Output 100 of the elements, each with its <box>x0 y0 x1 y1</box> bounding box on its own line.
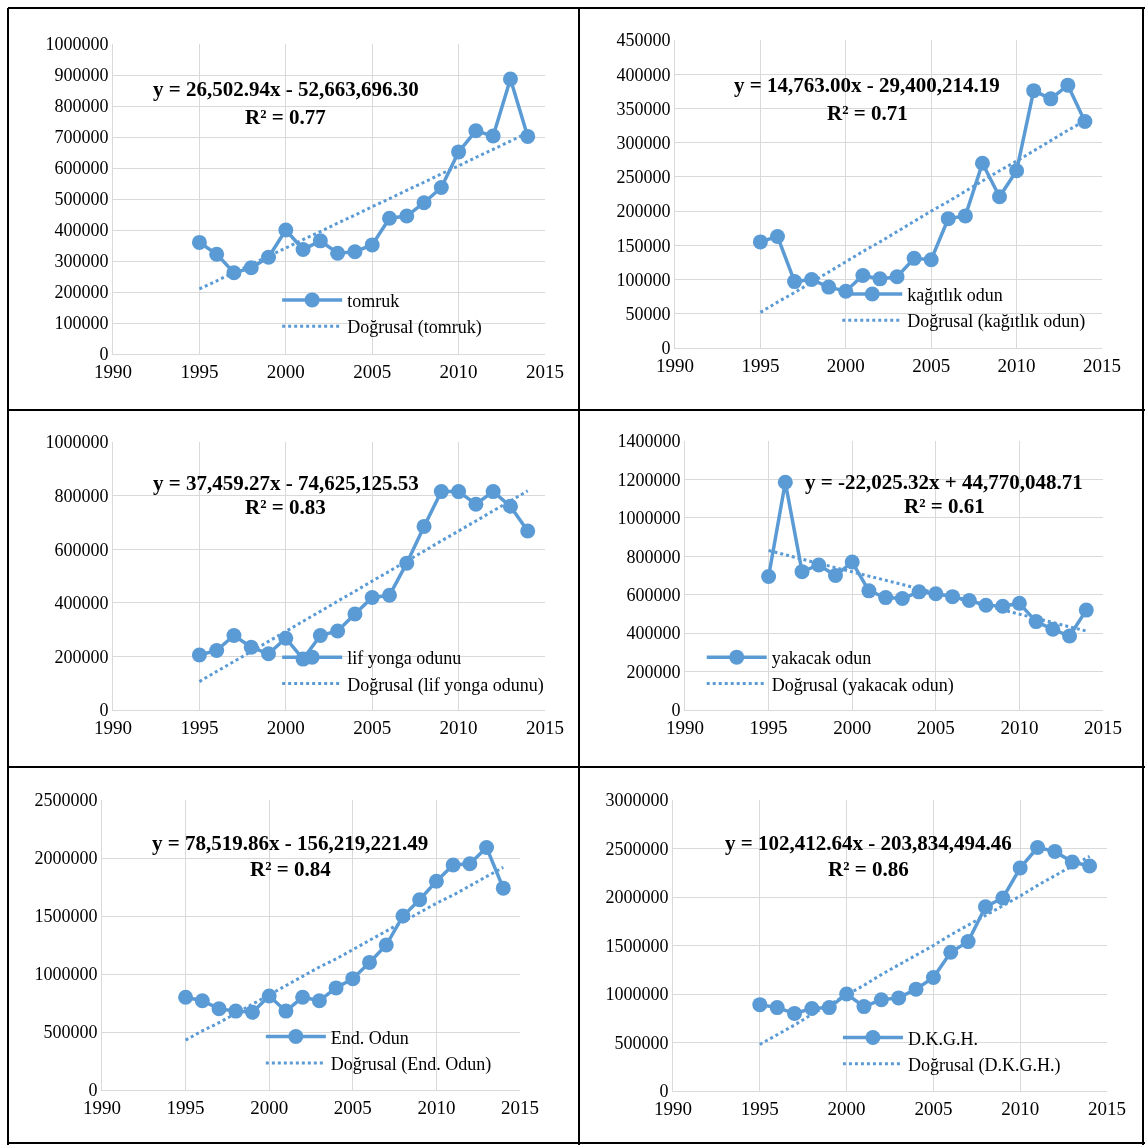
point <box>1009 163 1025 179</box>
x-tick-label: 1995 <box>180 360 219 382</box>
x-tick-label: 2010 <box>417 1096 456 1118</box>
x-tick-label: 2010 <box>1000 716 1039 738</box>
point <box>960 934 976 950</box>
point <box>502 71 518 87</box>
point <box>873 992 889 1008</box>
y-tick-label: 400000 <box>54 593 109 614</box>
point <box>787 1005 803 1021</box>
point <box>347 606 363 622</box>
y-tick-label: 1200000 <box>617 469 681 490</box>
x-tick-label: 2015 <box>526 360 564 382</box>
legend-label: kağıtlık odun <box>907 284 1003 305</box>
point <box>295 242 311 258</box>
x-tick-label: 2000 <box>266 716 305 738</box>
point <box>362 954 378 970</box>
point <box>191 234 207 250</box>
point <box>1026 83 1042 99</box>
y-tick-label: 600000 <box>54 158 109 179</box>
annotation: R² = 0.77 <box>245 105 326 129</box>
legend-label: yakacak odun <box>771 648 872 669</box>
point <box>462 856 478 872</box>
x-tick-label: 2000 <box>250 1096 289 1118</box>
annotation: R² = 0.86 <box>828 857 909 881</box>
point <box>178 989 194 1005</box>
y-tick-label: 500000 <box>614 1032 669 1053</box>
point <box>995 890 1011 906</box>
point <box>312 233 328 249</box>
y-tick-label: 2000000 <box>34 848 98 869</box>
point <box>451 484 467 500</box>
point <box>495 880 511 896</box>
y-tick-label: 1000000 <box>45 34 109 55</box>
y-tick-label: 1000000 <box>45 432 109 453</box>
point <box>345 971 361 987</box>
point <box>1045 621 1061 637</box>
point <box>1082 858 1098 874</box>
point <box>906 250 922 266</box>
point <box>1077 113 1093 129</box>
x-tick-label: 2000 <box>266 360 305 382</box>
x-tick-label: 2005 <box>912 354 951 376</box>
point <box>957 208 973 224</box>
x-tick-label: 2015 <box>1088 1097 1126 1119</box>
y-tick-label: 200000 <box>54 646 109 667</box>
y-tick-label: 2000000 <box>605 887 669 908</box>
legend-label: Doğrusal (kağıtlık odun) <box>907 311 1086 333</box>
x-tick-label: 2005 <box>916 716 955 738</box>
annotation: y = -22,025.32x + 44,770,048.71 <box>805 470 1083 494</box>
point <box>1011 595 1027 611</box>
point <box>295 989 311 1005</box>
point <box>191 647 207 663</box>
y-tick-label: 450000 <box>616 30 671 51</box>
y-tick-label: 500000 <box>54 189 109 210</box>
x-tick-label: 2000 <box>827 1097 866 1119</box>
point <box>381 210 397 226</box>
x-tick-label: 2010 <box>439 716 478 738</box>
point <box>752 997 768 1013</box>
point <box>769 228 785 244</box>
y-tick-label: 200000 <box>616 201 671 222</box>
x-tick-label: 2015 <box>501 1096 539 1118</box>
y-tick-label: 400000 <box>54 220 109 241</box>
point <box>977 899 993 915</box>
y-tick-label: 800000 <box>54 485 109 506</box>
y-tick-label: 1500000 <box>34 906 98 927</box>
point <box>520 523 536 539</box>
point <box>794 564 810 580</box>
y-tick-label: 1500000 <box>605 935 669 956</box>
y-tick-label: 700000 <box>54 127 109 148</box>
point <box>311 993 327 1009</box>
point <box>1078 602 1094 618</box>
point <box>416 195 432 211</box>
y-tick-label: 3000000 <box>605 790 669 811</box>
point <box>821 279 837 295</box>
y-tick-label: 900000 <box>54 65 109 86</box>
y-tick-label: 1000000 <box>605 984 669 1005</box>
x-tick-label: 2015 <box>526 716 564 738</box>
point <box>412 892 428 908</box>
point <box>312 628 328 643</box>
x-tick-label: 2010 <box>439 360 478 382</box>
legend-label: lif yonga odunu <box>347 648 462 669</box>
annotation: y = 37,459.27x - 74,625,125.53 <box>153 471 419 495</box>
point <box>923 252 939 268</box>
point <box>777 474 793 490</box>
point <box>211 1001 227 1017</box>
point <box>479 840 495 856</box>
y-tick-label: 100000 <box>54 313 109 334</box>
x-tick-label: 2000 <box>826 354 865 376</box>
x-tick-label: 2000 <box>833 716 872 738</box>
y-tick-label: 600000 <box>54 539 109 560</box>
point <box>261 646 277 662</box>
x-tick-label: 2015 <box>1084 716 1122 738</box>
x-tick-label: 1995 <box>740 1097 779 1119</box>
x-tick-label: 2015 <box>1083 354 1121 376</box>
point <box>891 990 907 1006</box>
x-tick-label: 1995 <box>749 716 788 738</box>
annotation: y = 14,763.00x - 29,400,214.19 <box>734 73 1000 97</box>
point <box>330 623 346 639</box>
point <box>761 568 777 584</box>
point <box>433 484 449 500</box>
y-tick-label: 800000 <box>54 96 109 117</box>
point <box>328 980 344 996</box>
